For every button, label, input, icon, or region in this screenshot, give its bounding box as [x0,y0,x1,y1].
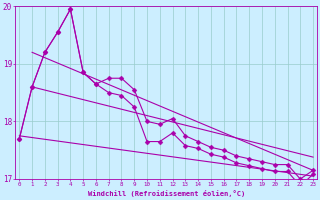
X-axis label: Windchill (Refroidissement éolien,°C): Windchill (Refroidissement éolien,°C) [88,190,245,197]
